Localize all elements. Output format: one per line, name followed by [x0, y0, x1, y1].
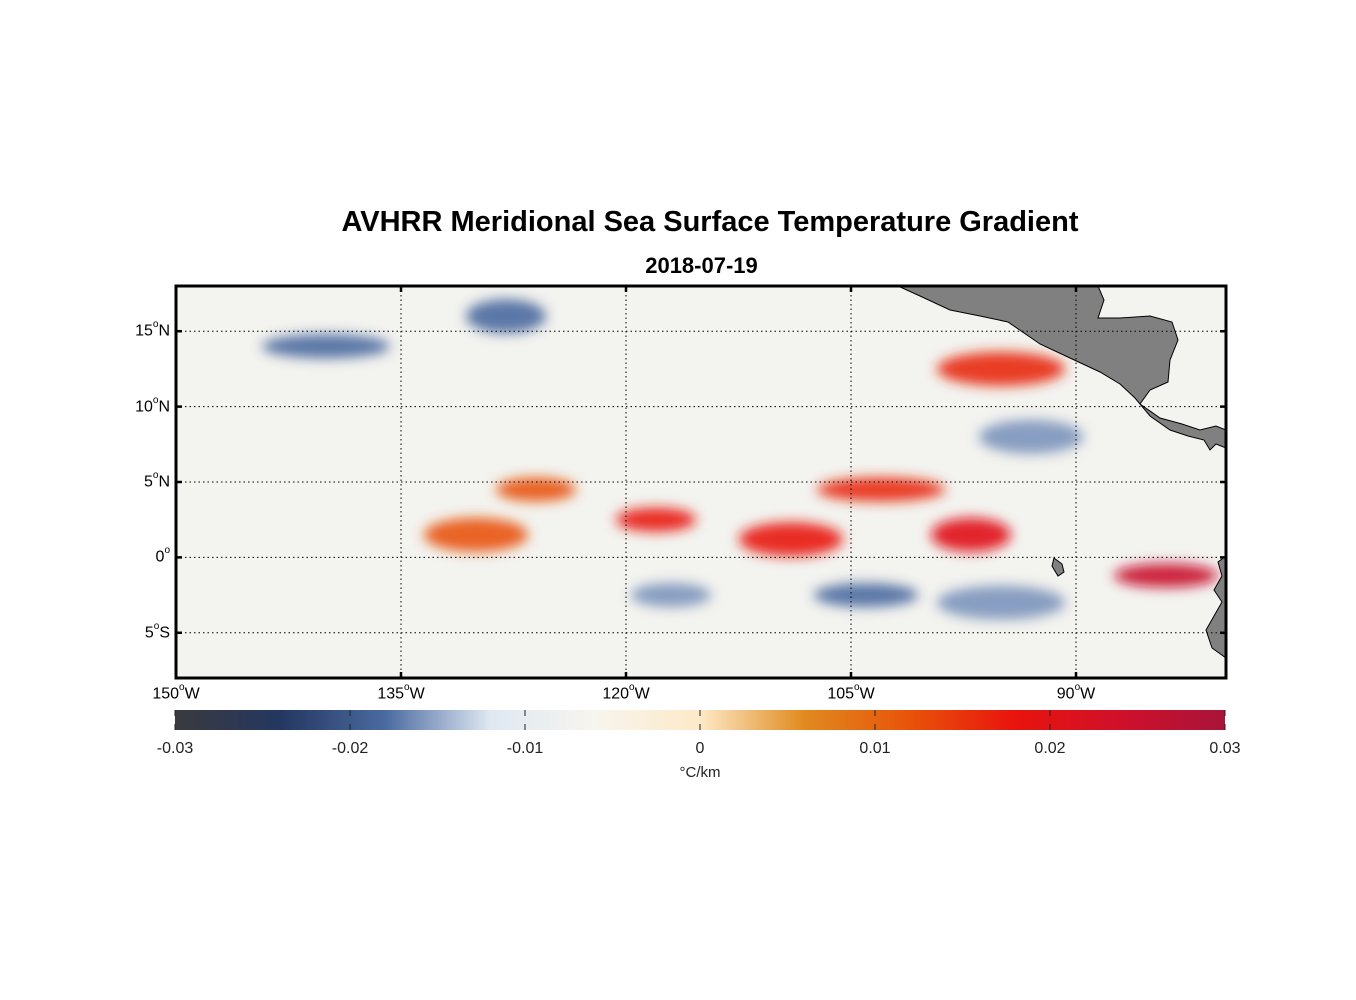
lat-tick-label: 5oS [144, 620, 170, 642]
field-feature [814, 583, 918, 608]
axis-ticks [174, 286, 1226, 678]
field-feature [262, 334, 390, 359]
field-feature [424, 517, 528, 552]
chart-title: AVHRR Meridional Sea Surface Temperature… [341, 206, 1079, 238]
colorbar-tick-label: -0.01 [506, 740, 544, 757]
field-feature [1114, 563, 1218, 588]
field-feature [979, 419, 1083, 454]
lat-tick-label: 0o [155, 545, 170, 566]
colorbar-tick-label: -0.02 [331, 740, 369, 757]
colorbar [175, 710, 1225, 730]
lon-tick-label: 135oW [377, 682, 425, 703]
land-galapagos [1051, 557, 1065, 577]
colorbar-units-label: °C/km [679, 764, 721, 781]
field-feature [937, 585, 1065, 620]
colorbar-tick-label: 0.03 [1209, 740, 1241, 757]
lon-tick-label: 105oW [827, 682, 875, 703]
land-central-america [897, 286, 1226, 451]
field-feature [616, 507, 696, 532]
field-feature [739, 522, 843, 557]
lon-tick-label: 120oW [602, 682, 650, 703]
lat-tick-label: 10oN [135, 394, 170, 415]
lat-tick-label: 5oN [143, 470, 170, 491]
field-feature [937, 351, 1065, 386]
field-feature [631, 583, 711, 608]
field-feature [817, 477, 945, 502]
field-feature [931, 517, 1011, 552]
colorbar-tick-label: 0 [695, 740, 705, 757]
chart-subtitle: 2018-07-19 [645, 253, 758, 278]
lat-tick-label: 15oN [135, 319, 170, 340]
lon-tick-label: 90oW [1056, 682, 1096, 703]
colorbar-ticks [174, 710, 1226, 730]
colorbar-tick-label: 0.01 [859, 740, 891, 757]
field-feature [496, 477, 576, 502]
colorbar-tick-label: -0.03 [156, 740, 194, 757]
colorbar-tick-label: 0.02 [1034, 740, 1066, 757]
field-feature [466, 299, 546, 334]
gradient-field [262, 299, 1218, 620]
lon-tick-label: 150oW [152, 682, 200, 703]
plot-area [176, 286, 1226, 678]
